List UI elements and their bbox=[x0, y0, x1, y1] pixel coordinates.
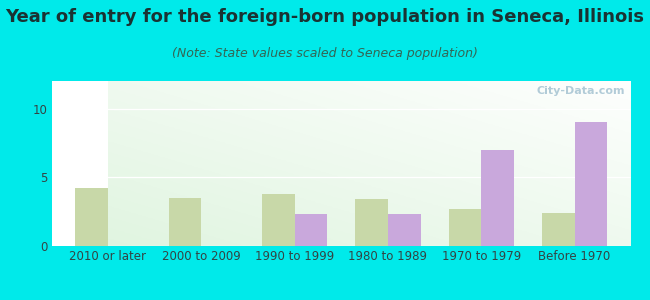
Bar bbox=[356, 199, 388, 246]
Text: City-Data.com: City-Data.com bbox=[536, 86, 625, 96]
Bar bbox=[542, 213, 575, 246]
Text: Year of entry for the foreign-born population in Seneca, Illinois: Year of entry for the foreign-born popul… bbox=[5, 8, 645, 26]
Bar bbox=[75, 188, 108, 246]
Bar bbox=[168, 198, 202, 246]
Bar bbox=[262, 194, 294, 246]
Bar bbox=[388, 214, 421, 246]
Bar bbox=[294, 214, 327, 246]
Bar bbox=[448, 209, 481, 246]
Bar bbox=[481, 150, 514, 246]
Text: (Note: State values scaled to Seneca population): (Note: State values scaled to Seneca pop… bbox=[172, 46, 478, 59]
Legend: Seneca, Illinois: Seneca, Illinois bbox=[250, 299, 433, 300]
Bar bbox=[575, 122, 607, 246]
